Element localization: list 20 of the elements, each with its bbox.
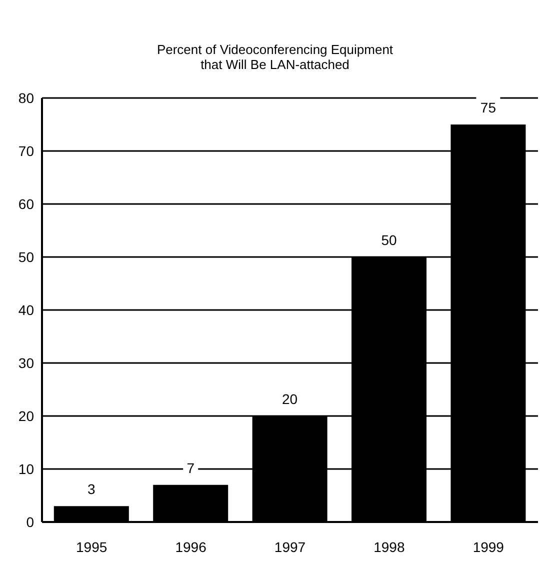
data-label: 75	[480, 100, 496, 116]
y-tick-label: 70	[18, 142, 34, 159]
data-label: 20	[282, 391, 298, 407]
y-tick-label: 60	[18, 196, 34, 212]
y-tick-label: 0	[26, 514, 34, 530]
y-tick-label: 80	[18, 90, 34, 106]
data-label: 7	[186, 460, 195, 476]
y-tick-label: 20	[18, 408, 34, 424]
data-label: 50	[381, 232, 397, 248]
x-tick-label: 1999	[472, 538, 504, 555]
x-tick-label: 1997	[274, 538, 306, 555]
x-tick-label: 1998	[374, 538, 405, 555]
y-tick-label: 40	[18, 302, 34, 318]
y-tick-label: 50	[18, 248, 34, 265]
y-tick-label: 10	[18, 460, 34, 477]
y-tick-label: 30	[18, 354, 34, 371]
x-tick-label: 1996	[175, 538, 207, 555]
data-label: 3	[88, 481, 96, 498]
chart-title: Percent of Videoconferencing Equipment that Will Be LAN-attached	[156, 41, 394, 74]
x-tick-label: 1995	[76, 538, 108, 555]
